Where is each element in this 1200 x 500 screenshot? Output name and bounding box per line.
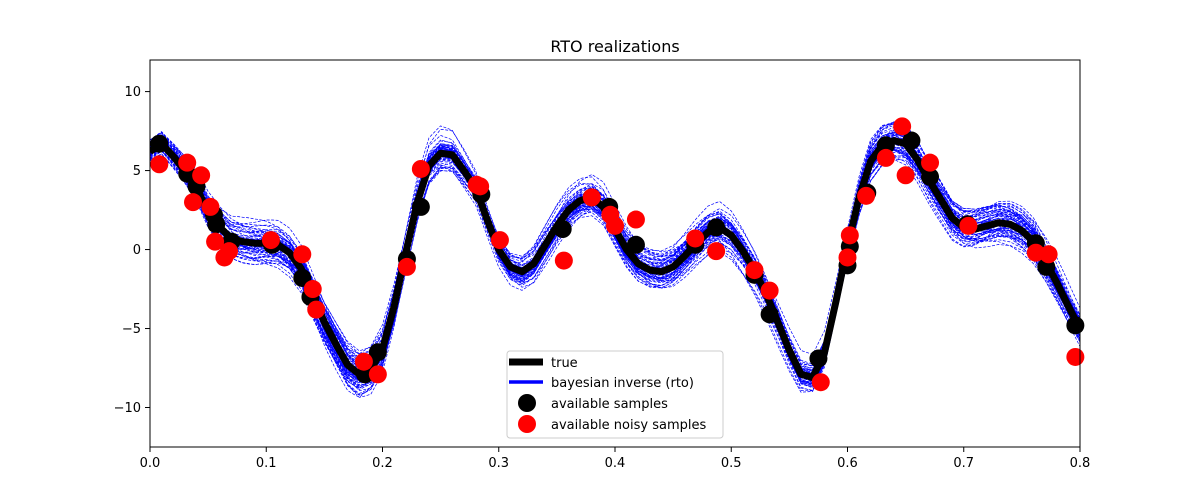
noisy-sample-point bbox=[626, 210, 645, 229]
y-tick-label: 0 bbox=[133, 243, 141, 258]
x-tick-label: 0.4 bbox=[605, 456, 626, 471]
x-tick-label: 0.1 bbox=[256, 456, 277, 471]
noisy-sample-point bbox=[760, 281, 779, 300]
available-sample-point bbox=[760, 305, 779, 324]
noisy-sample-point bbox=[178, 153, 197, 172]
y-tick-label: 5 bbox=[133, 164, 141, 179]
legend-samples-label: available samples bbox=[551, 397, 668, 412]
noisy-sample-point bbox=[959, 216, 978, 235]
noisy-sample-point bbox=[876, 148, 895, 167]
x-tick-label: 0.8 bbox=[1070, 456, 1091, 471]
noisy-sample-point bbox=[261, 231, 280, 250]
legend-noisy-marker bbox=[518, 415, 536, 433]
noisy-sample-point bbox=[606, 216, 624, 235]
noisy-sample-point bbox=[838, 248, 857, 267]
available-sample-point bbox=[902, 131, 921, 150]
noisy-sample-point bbox=[307, 300, 326, 319]
noisy-sample-point bbox=[857, 186, 876, 205]
noisy-sample-point bbox=[192, 166, 211, 185]
noisy-sample-point bbox=[893, 117, 912, 136]
available-sample-point bbox=[150, 134, 169, 153]
legend-true-label: true bbox=[551, 356, 578, 371]
y-tick-label: −5 bbox=[122, 322, 141, 337]
x-tick-label: 0.3 bbox=[488, 456, 509, 471]
noisy-sample-point bbox=[1066, 347, 1085, 366]
noisy-sample-point bbox=[471, 177, 490, 196]
noisy-sample-point bbox=[220, 242, 239, 261]
noisy-sample-point bbox=[354, 352, 373, 371]
available-sample-point bbox=[1066, 316, 1085, 335]
available-sample-point bbox=[876, 136, 895, 155]
available-sample-point bbox=[921, 167, 940, 186]
available-sample-point bbox=[411, 197, 430, 216]
x-axis: 0.0 0.1 0.2 0.3 0.4 0.5 0.6 0.7 0.8 bbox=[140, 447, 1091, 471]
samples-layer bbox=[150, 117, 1085, 392]
noisy-sample-point bbox=[184, 193, 203, 212]
noisy-sample-point bbox=[201, 197, 220, 216]
rto-realization-line bbox=[150, 149, 1080, 370]
noisy-sample-point bbox=[397, 257, 416, 276]
noisy-sample-point bbox=[582, 188, 601, 207]
true-curve-line bbox=[150, 137, 1080, 381]
x-tick-label: 0.2 bbox=[372, 456, 393, 471]
noisy-sample-point bbox=[206, 232, 225, 251]
noisy-sample-point bbox=[896, 166, 915, 185]
legend-samples-marker bbox=[518, 394, 536, 412]
y-tick-label: 10 bbox=[124, 85, 141, 100]
legend-box bbox=[506, 350, 724, 439]
noisy-sample-point bbox=[707, 242, 726, 261]
noisy-sample-point bbox=[554, 251, 573, 270]
rto-realization-line bbox=[150, 137, 1080, 381]
legend-rto-label: bayesian inverse (rto) bbox=[551, 376, 694, 391]
y-tick-label: −10 bbox=[114, 401, 141, 416]
noisy-sample-point bbox=[840, 226, 859, 245]
available-sample-point bbox=[809, 349, 828, 368]
x-tick-label: 0.0 bbox=[140, 456, 161, 471]
x-tick-label: 0.7 bbox=[953, 456, 974, 471]
legend: true bayesian inverse (rto) available sa… bbox=[506, 350, 724, 439]
noisy-sample-point bbox=[411, 159, 430, 178]
noisy-sample-point bbox=[303, 280, 322, 299]
noisy-sample-point bbox=[1039, 245, 1058, 264]
available-sample-point bbox=[626, 235, 645, 254]
noisy-sample-point bbox=[368, 365, 387, 384]
chart-title: RTO realizations bbox=[550, 37, 679, 56]
noisy-sample-point bbox=[811, 373, 830, 392]
noisy-sample-point bbox=[686, 229, 705, 248]
available-sample-point bbox=[368, 343, 387, 362]
x-tick-label: 0.6 bbox=[837, 456, 858, 471]
available-sample-point bbox=[553, 220, 572, 239]
noisy-sample-point bbox=[293, 245, 312, 264]
available-sample-point bbox=[207, 215, 226, 234]
noisy-sample-point bbox=[490, 231, 509, 250]
noisy-sample-point bbox=[921, 153, 940, 172]
legend-noisy-label: available noisy samples bbox=[551, 418, 706, 433]
noisy-sample-point bbox=[150, 155, 169, 174]
noisy-sample-point bbox=[745, 261, 764, 280]
x-tick-label: 0.5 bbox=[721, 456, 742, 471]
rto-realization-line bbox=[150, 132, 1080, 387]
available-sample-point bbox=[707, 218, 726, 237]
y-axis: −10 −5 0 5 10 bbox=[114, 85, 150, 416]
